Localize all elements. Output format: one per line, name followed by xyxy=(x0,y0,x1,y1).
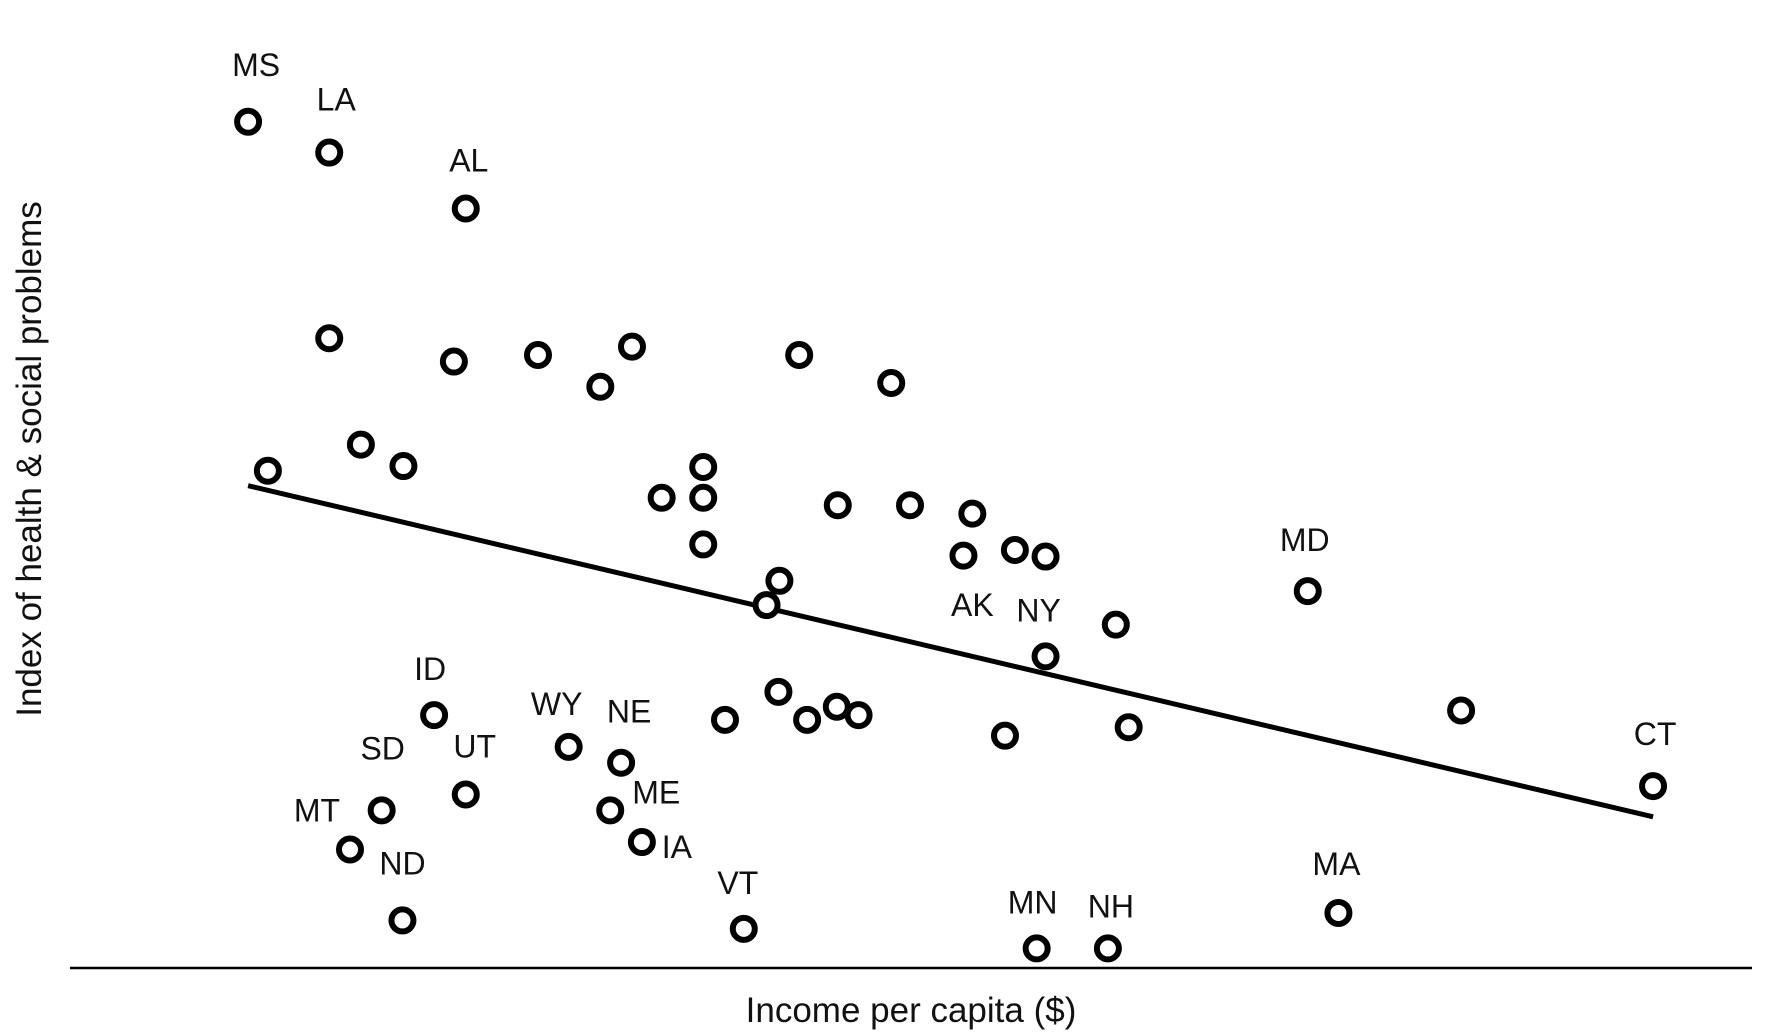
data-point xyxy=(439,347,468,376)
data-point-mt xyxy=(336,835,365,864)
data-point xyxy=(1031,542,1060,571)
data-point-vt xyxy=(729,914,758,943)
data-point xyxy=(1447,696,1476,725)
point-label-al: AL xyxy=(449,143,488,179)
data-point-id xyxy=(420,701,449,730)
data-point xyxy=(253,456,282,485)
points-layer xyxy=(234,107,1668,963)
y-axis-title: Index of health & social problems xyxy=(10,201,49,717)
point-label-me: ME xyxy=(632,774,680,810)
x-axis-title: Income per capita ($) xyxy=(746,991,1077,1030)
point-label-md: MD xyxy=(1280,522,1330,558)
point-label-ms: MS xyxy=(232,47,280,83)
data-point xyxy=(764,677,793,706)
point-label-ia: IA xyxy=(662,829,693,865)
point-label-mn: MN xyxy=(1008,884,1058,920)
data-point xyxy=(877,369,906,398)
data-point xyxy=(1114,713,1143,742)
data-point-ms xyxy=(234,107,263,136)
data-point xyxy=(315,324,344,353)
data-point xyxy=(752,591,781,620)
data-point-ma xyxy=(1324,898,1353,927)
data-point xyxy=(958,499,987,528)
data-point-nh xyxy=(1093,934,1122,963)
data-point xyxy=(617,332,646,361)
point-label-wy: WY xyxy=(531,686,583,722)
data-point xyxy=(689,483,718,512)
data-point-wy xyxy=(554,732,583,761)
data-point-ne xyxy=(607,748,636,777)
data-point xyxy=(785,341,814,370)
data-point xyxy=(710,705,739,734)
point-label-ma: MA xyxy=(1312,846,1361,882)
data-point-mn xyxy=(1022,934,1051,963)
data-point xyxy=(523,341,552,370)
data-point xyxy=(822,692,851,721)
point-label-la: LA xyxy=(317,82,357,118)
data-point-ct xyxy=(1639,772,1668,801)
data-point-md xyxy=(1293,577,1322,606)
point-label-ut: UT xyxy=(453,728,496,764)
point-label-ne: NE xyxy=(607,694,651,730)
data-point xyxy=(689,530,718,559)
data-point xyxy=(389,452,418,481)
data-point-ia xyxy=(627,828,656,857)
point-label-ny: NY xyxy=(1016,592,1060,628)
data-point xyxy=(896,491,925,520)
data-point-me xyxy=(596,796,625,825)
labels-layer: MS LA AL MD NY CT ID WY NE UT SD ME IA MT ND VT MN NH MA AK xyxy=(232,47,1676,925)
point-label-ct: CT xyxy=(1634,716,1677,752)
data-point xyxy=(647,483,676,512)
data-point xyxy=(1101,610,1130,639)
data-point-al xyxy=(451,194,480,223)
data-point xyxy=(793,705,822,734)
data-point-sd xyxy=(367,796,396,825)
data-point xyxy=(823,491,852,520)
point-label-nh: NH xyxy=(1088,888,1134,924)
point-label-vt: VT xyxy=(717,865,758,901)
trend-line xyxy=(247,483,1654,820)
data-point-nd xyxy=(388,906,417,935)
data-point xyxy=(949,541,978,570)
data-point xyxy=(346,430,375,459)
data-point-ut xyxy=(451,780,480,809)
data-point-la xyxy=(315,138,344,167)
data-point xyxy=(689,452,718,481)
point-label-nd: ND xyxy=(379,845,425,881)
data-point xyxy=(586,372,615,401)
data-point xyxy=(765,566,794,595)
point-label-id: ID xyxy=(414,651,446,687)
annotation-ak: AK xyxy=(951,587,994,623)
point-label-mt: MT xyxy=(294,793,340,829)
data-point xyxy=(1000,536,1029,565)
data-point xyxy=(990,721,1019,750)
point-label-sd: SD xyxy=(360,730,404,766)
data-point-ny xyxy=(1031,642,1060,671)
data-point xyxy=(844,701,873,730)
